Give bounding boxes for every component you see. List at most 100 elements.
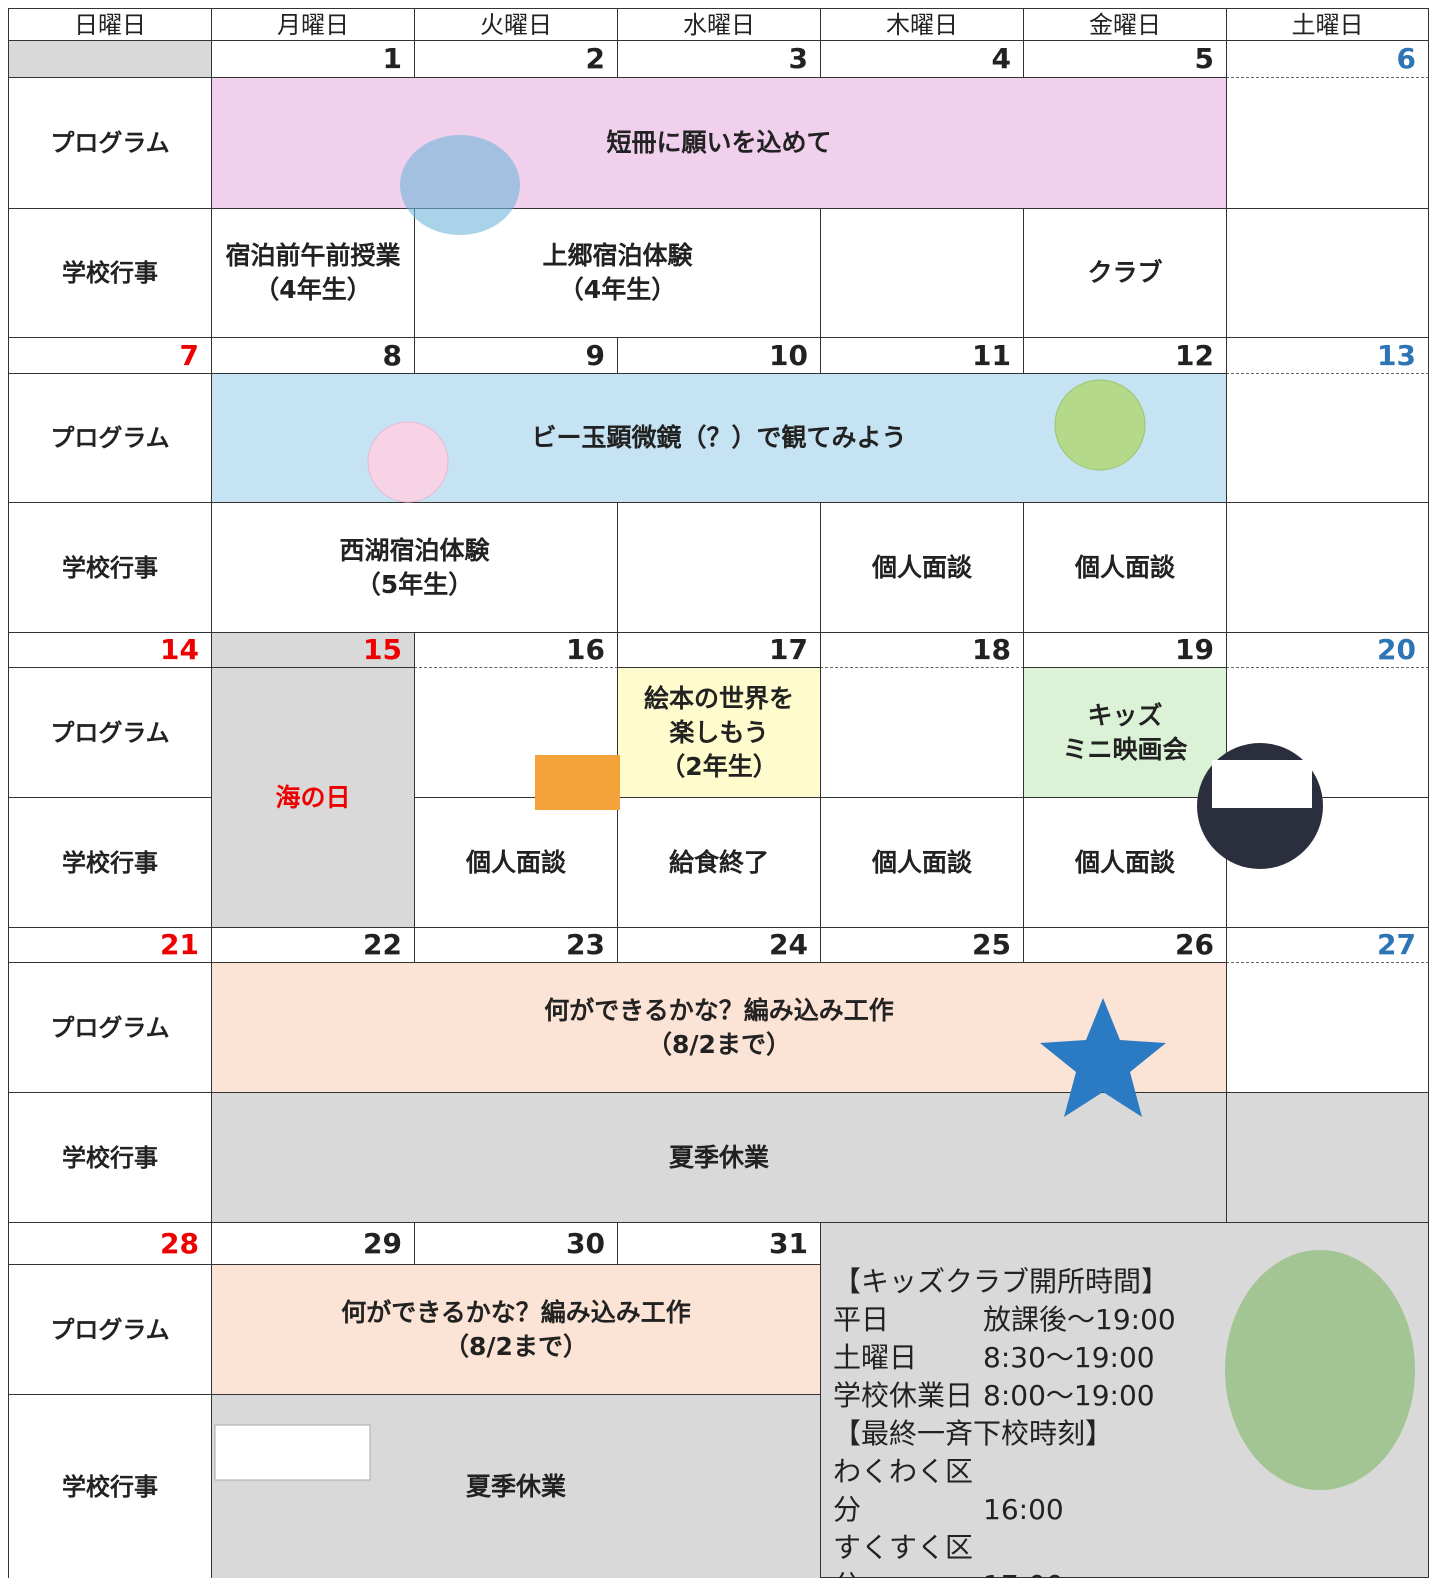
date-number: 20 bbox=[1377, 633, 1416, 666]
date-number: 7 bbox=[179, 338, 199, 372]
row-label: プログラム bbox=[8, 77, 212, 209]
info-box: 【キッズクラブ開所時間】 平日 放課後～19:00 土曜日 8:30～19:00 学校休業… bbox=[820, 1222, 1429, 1578]
date-cell bbox=[8, 40, 212, 78]
text-line: クラブ bbox=[1087, 258, 1163, 287]
weekday-header: 火曜日 bbox=[414, 8, 618, 41]
text-line: キッズ bbox=[1087, 700, 1163, 730]
date-number: 29 bbox=[363, 1226, 402, 1260]
school-event: 上郷宿泊体験 （4年生） bbox=[414, 208, 821, 338]
program-event: 何ができるかな？編み込み工作 （8/2まで） bbox=[211, 962, 1227, 1093]
empty-cell bbox=[1226, 208, 1429, 338]
empty-cell bbox=[1226, 373, 1429, 503]
row-label: 学校行事 bbox=[8, 502, 212, 633]
weekday-header: 日曜日 bbox=[8, 8, 212, 41]
date-cell: 13 bbox=[1226, 337, 1429, 374]
date-cell: 10 bbox=[617, 337, 821, 374]
date-number: 13 bbox=[1377, 338, 1416, 372]
text-line: 短冊に願いを込めて bbox=[606, 128, 832, 157]
text-line: 絵本の世界を bbox=[643, 683, 794, 713]
date-number: 10 bbox=[769, 338, 808, 372]
empty-cell bbox=[1226, 502, 1429, 633]
text-line: （4年生） bbox=[254, 275, 372, 304]
info-key: 学校休業日 bbox=[833, 1379, 974, 1412]
date-number: 5 bbox=[1194, 42, 1214, 75]
row-label-text: 学校行事 bbox=[62, 848, 158, 877]
date-number: 28 bbox=[160, 1226, 199, 1260]
text-line: 個人面談 bbox=[465, 847, 566, 877]
row-label: 学校行事 bbox=[8, 1092, 212, 1223]
school-event: 夏季休業 bbox=[211, 1394, 821, 1578]
row-label: プログラム bbox=[8, 667, 212, 798]
info-row: わくわく区分 16:00 bbox=[833, 1453, 1428, 1529]
info-value: 8:30～19:00 bbox=[983, 1341, 1155, 1374]
text-line: 個人面談 bbox=[1074, 552, 1175, 582]
row-label: プログラム bbox=[8, 373, 212, 503]
text-line: （5年生） bbox=[355, 569, 474, 599]
row-label-text: プログラム bbox=[50, 129, 170, 157]
empty-cell bbox=[1226, 667, 1429, 798]
row-label-text: 学校行事 bbox=[62, 553, 158, 582]
date-cell: 24 bbox=[617, 927, 821, 963]
program-event: 絵本の世界を 楽しもう （2年生） bbox=[617, 667, 821, 798]
weekday-header: 土曜日 bbox=[1226, 8, 1429, 41]
date-cell: 1 bbox=[211, 40, 415, 78]
empty-cell bbox=[1226, 1092, 1429, 1223]
info-value: 17:00 bbox=[983, 1569, 1064, 1578]
empty-cell bbox=[820, 667, 1024, 798]
date-cell: 25 bbox=[820, 927, 1024, 963]
text-line: 海の日 bbox=[275, 782, 351, 812]
date-number: 9 bbox=[585, 338, 605, 372]
date-cell: 22 bbox=[211, 927, 415, 963]
date-cell: 2 bbox=[414, 40, 618, 78]
school-event: クラブ bbox=[1023, 208, 1227, 338]
text-line: （4年生） bbox=[558, 275, 677, 304]
school-event: 給食終了 bbox=[617, 797, 821, 928]
date-cell: 3 bbox=[617, 40, 821, 78]
text-line: 個人面談 bbox=[1074, 847, 1175, 877]
date-number: 22 bbox=[363, 928, 402, 961]
empty-cell bbox=[820, 208, 1024, 338]
weekday-header: 木曜日 bbox=[820, 8, 1024, 41]
weekday-label: 水曜日 bbox=[683, 10, 755, 39]
date-number: 11 bbox=[972, 338, 1011, 372]
text-line: 何ができるかな？編み込み工作 bbox=[544, 995, 894, 1025]
date-number: 30 bbox=[566, 1226, 605, 1260]
date-cell: 21 bbox=[8, 927, 212, 963]
date-number: 24 bbox=[769, 928, 808, 961]
info-row: 平日 放課後～19:00 bbox=[833, 1301, 1428, 1339]
text-line: 夏季休業 bbox=[668, 1142, 769, 1172]
text-line: ビー玉顕微鏡（？）で観てみよう bbox=[531, 423, 907, 452]
text-line: （2年生） bbox=[660, 751, 778, 781]
empty-cell bbox=[617, 502, 821, 633]
text-line: 西湖宿泊体験 bbox=[339, 535, 490, 565]
date-number: 17 bbox=[769, 633, 808, 666]
school-event: 個人面談 bbox=[820, 797, 1024, 928]
empty-cell bbox=[1226, 797, 1429, 928]
program-event: キッズ ミニ映画会 bbox=[1023, 667, 1227, 798]
row-label-text: プログラム bbox=[50, 718, 170, 747]
text-line: 宿泊前午前授業 bbox=[225, 241, 401, 270]
date-cell: 31 bbox=[617, 1222, 821, 1265]
date-number: 12 bbox=[1175, 338, 1214, 372]
date-cell: 23 bbox=[414, 927, 618, 963]
info-value: 8:00～19:00 bbox=[983, 1379, 1155, 1412]
date-cell: 28 bbox=[8, 1222, 212, 1265]
text-line: 楽しもう bbox=[669, 717, 769, 747]
date-cell: 18 bbox=[820, 632, 1024, 668]
date-number: 23 bbox=[566, 928, 605, 961]
date-cell: 17 bbox=[617, 632, 821, 668]
row-label-text: プログラム bbox=[50, 1315, 170, 1344]
school-event: 夏季休業 bbox=[211, 1092, 1227, 1223]
date-cell: 30 bbox=[414, 1222, 618, 1265]
empty-cell bbox=[1226, 77, 1429, 209]
date-number: 1 bbox=[382, 42, 402, 75]
weekday-header: 金曜日 bbox=[1023, 8, 1227, 41]
date-cell: 9 bbox=[414, 337, 618, 374]
info-value: 16:00 bbox=[983, 1493, 1064, 1526]
date-number: 19 bbox=[1175, 633, 1214, 666]
date-cell: 12 bbox=[1023, 337, 1227, 374]
date-cell: 16 bbox=[414, 632, 618, 668]
date-cell: 29 bbox=[211, 1222, 415, 1265]
program-event: 何ができるかな？編み込み工作 （8/2まで） bbox=[211, 1264, 821, 1395]
weekday-label: 木曜日 bbox=[886, 10, 958, 39]
